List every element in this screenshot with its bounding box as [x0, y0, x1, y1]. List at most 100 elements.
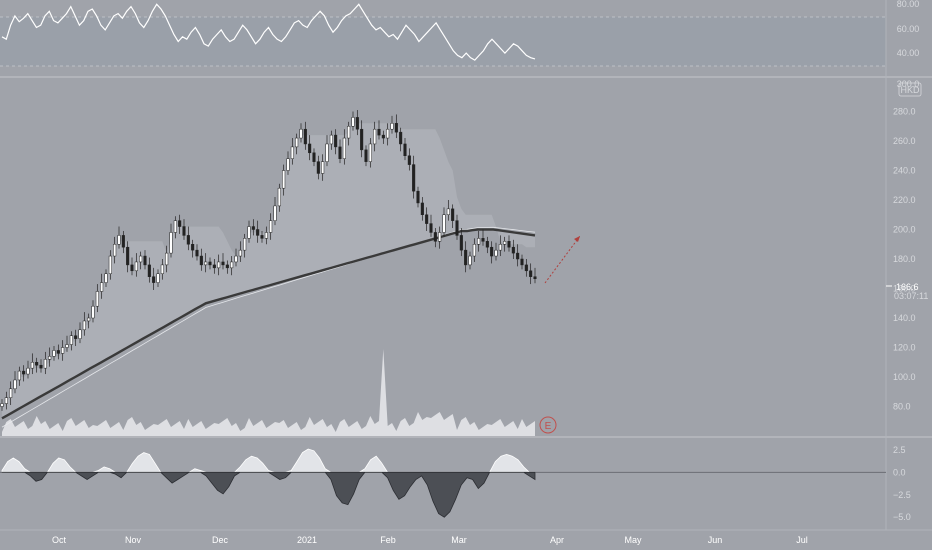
rsi-line: [1, 3, 536, 61]
candle-body: [360, 128, 364, 151]
price-tick-label: 260.0: [893, 136, 916, 146]
candle-body: [481, 238, 485, 242]
candle-body: [221, 261, 225, 266]
earnings-marker[interactable]: [539, 416, 557, 434]
candle-body: [91, 305, 95, 319]
candle-body: [251, 226, 255, 230]
candle-body: [381, 134, 385, 139]
currency-badge[interactable]: [898, 82, 922, 97]
candle-body: [165, 252, 169, 266]
candle-body: [238, 249, 242, 257]
candle-body: [87, 317, 91, 322]
candle-body: [399, 131, 403, 145]
candle-body: [152, 276, 156, 283]
rsi-tick-label: 80.00: [897, 0, 920, 9]
candle-body: [368, 143, 372, 162]
candle-body: [61, 347, 65, 354]
candle-body: [416, 190, 420, 204]
last-price-label: 166.6: [896, 282, 919, 292]
candle-body: [524, 264, 528, 272]
candle-body: [277, 187, 281, 207]
candle-body: [355, 117, 359, 130]
candle-body: [208, 261, 212, 266]
candle-body: [100, 282, 104, 292]
candle-body: [342, 137, 346, 159]
candle-body: [299, 128, 303, 139]
candle-body: [9, 388, 13, 398]
candle-body: [490, 246, 494, 257]
candle-body: [282, 170, 286, 189]
time-axis-label: Feb: [380, 535, 396, 545]
candle-body: [182, 226, 186, 236]
candle-body: [169, 232, 173, 254]
candle-body: [377, 128, 381, 136]
price-tick-label: 280.0: [893, 107, 916, 117]
candle-body: [134, 261, 138, 272]
candle-body: [30, 362, 34, 369]
candle-body: [425, 214, 429, 224]
candle-body: [386, 128, 390, 139]
candle-body: [160, 264, 164, 274]
price-series-group: [0, 110, 537, 436]
candle-body: [325, 143, 329, 162]
time-axis-label: Mar: [451, 535, 467, 545]
candle-body: [117, 235, 121, 245]
candle-body: [243, 238, 247, 251]
time-axis-label: Jul: [796, 535, 808, 545]
projection-arrowhead: [574, 236, 580, 242]
candle-body: [529, 270, 533, 277]
ma-cloud: [2, 123, 535, 419]
candle-body: [4, 397, 8, 404]
candle-body: [438, 232, 442, 242]
candle-body: [199, 255, 203, 266]
candle-body: [269, 220, 273, 233]
candle-body: [295, 137, 299, 148]
candle-body: [256, 229, 260, 236]
candle-body: [347, 126, 351, 139]
candle-body: [329, 134, 333, 145]
candle-body: [494, 249, 498, 257]
candle-body: [178, 220, 182, 227]
candle-body: [412, 164, 416, 192]
candle-body: [433, 232, 437, 242]
candle-body: [373, 128, 377, 145]
candle-body: [446, 208, 450, 216]
candle-body: [230, 261, 234, 269]
candle-body: [485, 241, 489, 248]
projection-arrow[interactable]: [544, 235, 581, 284]
time-axis-label: Jun: [708, 535, 723, 545]
candle-body: [364, 149, 368, 162]
oscillator-group: [0, 448, 886, 518]
candle-body: [273, 205, 277, 221]
price-tick-label: 160.0: [893, 284, 916, 294]
candle-body: [407, 155, 411, 165]
bar-countdown-label: 03:07:11: [894, 291, 928, 301]
earnings-marker-label: E: [545, 421, 552, 432]
candle-body: [13, 379, 17, 390]
time-axis-label: 2021: [297, 535, 317, 545]
candle-body: [225, 264, 229, 269]
candle-body: [108, 255, 112, 274]
candle-body: [191, 244, 195, 251]
oscillator-negative-area: [1, 471, 536, 518]
candle-body: [65, 344, 69, 348]
price-tick-label: 120.0: [893, 343, 916, 353]
candle-body: [195, 249, 199, 257]
candle-body: [212, 264, 216, 269]
candle-body: [130, 264, 134, 272]
candle-body: [472, 244, 476, 257]
candle-body: [126, 246, 130, 266]
candle-body: [394, 123, 398, 133]
candle-body: [82, 320, 86, 331]
price-tick-label: 240.0: [893, 166, 916, 176]
candle-body: [69, 335, 73, 345]
candle-body: [26, 367, 30, 375]
candle-body: [303, 128, 307, 145]
ma-200-line: [1, 228, 536, 420]
candle-body: [286, 158, 290, 171]
candle-body: [468, 255, 472, 266]
axis-labels-group: 80.00 60.00 40.00 300.0 80.0 100.0 120.0 140.0 1…: [52, 0, 919, 545]
candle-body: [403, 143, 407, 156]
time-axis-label: May: [624, 535, 642, 545]
